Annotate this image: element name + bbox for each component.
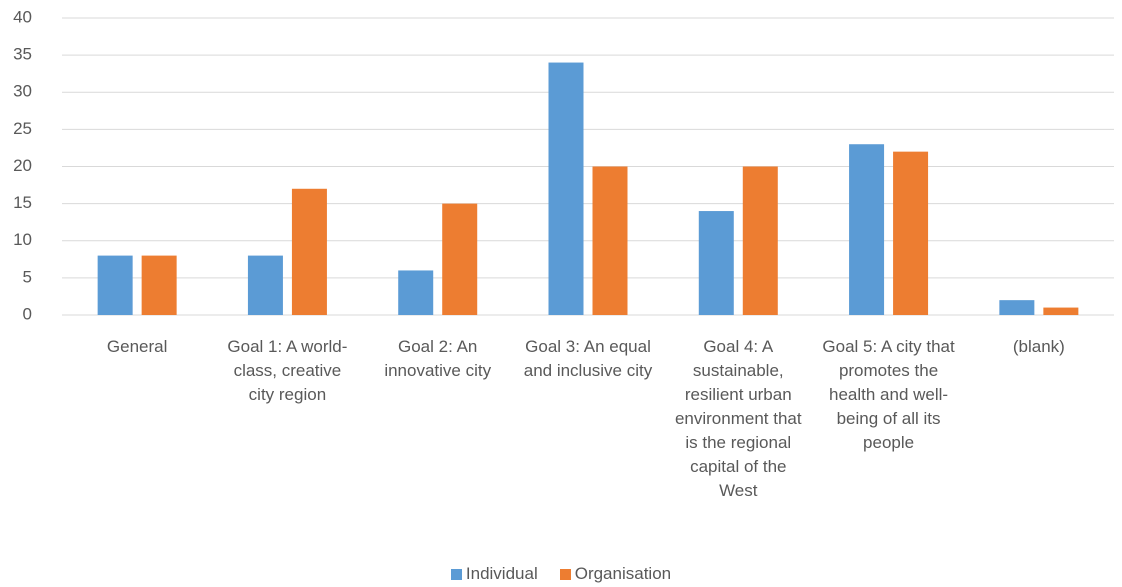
bar [141,255,177,315]
legend-swatch [559,568,571,580]
x-tick-label: General [106,337,168,356]
y-tick-label: 30 [13,82,32,101]
legend-label: Individual [465,564,538,583]
legend-item: Individual [450,564,538,584]
bar [698,211,734,315]
bar [548,62,584,315]
legend: Individual Organisation [0,564,1122,584]
bar [999,300,1035,315]
y-tick-label: 5 [23,267,32,286]
y-tick-label: 15 [13,193,32,212]
y-tick-label: 10 [13,230,32,249]
bar [442,203,478,315]
bar [247,255,283,315]
legend-item: Organisation [559,564,672,584]
y-tick-label: 0 [23,304,32,323]
bar [742,166,778,315]
bar [893,151,929,315]
x-tick-label: Goal 3: An equal and inclusive city [523,337,653,380]
y-tick-label: 40 [13,7,32,26]
bar [97,255,133,315]
legend-swatch [450,568,462,580]
bar [291,188,327,315]
y-tick-label: 20 [13,156,32,175]
x-tick-label: (blank) [1012,337,1065,356]
x-tick-label: Goal 1: A world-class, creative city reg… [227,337,348,404]
x-tick-label: Goal 5: A city that promotes the health … [822,337,955,452]
bar [592,166,628,315]
y-tick-label: 25 [13,119,32,138]
bar [398,270,434,315]
x-tick-label: Goal 2: An innovative city [384,337,492,380]
bar [849,144,885,315]
x-tick-label: Goal 4: A sustainable, resilient urban e… [674,337,802,500]
y-tick-label: 35 [13,45,32,64]
legend-label: Organisation [574,564,672,583]
bar [1043,307,1079,315]
